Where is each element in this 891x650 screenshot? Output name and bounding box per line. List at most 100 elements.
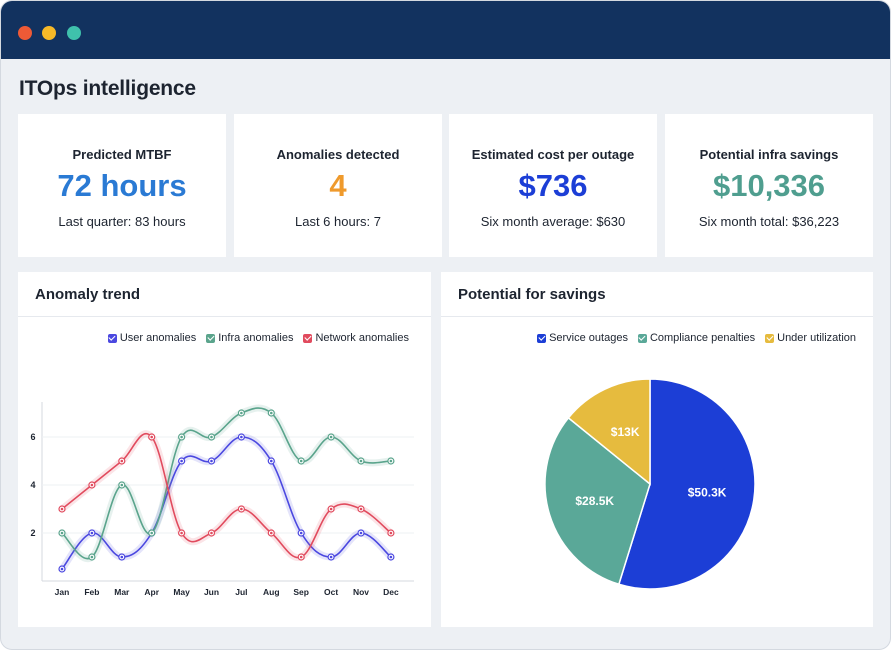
- checkbox-icon: [107, 333, 117, 343]
- data-point-center: [120, 483, 124, 487]
- legend-label: Under utilization: [777, 332, 856, 344]
- anomaly-trend-chart: 2 4 6 Jan Feb Mar Apr May Jun Jul Aug Sep Oct Nov Dec: [30, 402, 414, 597]
- data-point-center: [150, 531, 153, 535]
- x-tick-label: Jun: [204, 587, 219, 597]
- x-tick-label: Nov: [353, 587, 369, 597]
- pie-slice: [544, 416, 651, 586]
- savings-pie-chart: $50.3K $28.5K $13K: [544, 378, 756, 590]
- data-point-center: [210, 531, 213, 535]
- savings-legend: Service outages Compliance penalties Under…: [537, 332, 856, 344]
- data-point-center: [270, 531, 273, 535]
- series-line: [61, 407, 391, 560]
- data-point-center: [389, 531, 393, 535]
- data-point-center: [180, 531, 183, 535]
- panel-title: Anomaly trend: [35, 286, 141, 303]
- kpi-label: Anomalies detected: [276, 147, 400, 162]
- data-point-center: [60, 531, 64, 535]
- x-tick-label: Feb: [84, 587, 99, 597]
- data-point-center: [359, 507, 363, 511]
- data-point-center: [329, 555, 333, 559]
- data-point-center: [389, 555, 393, 559]
- panel-divider: [18, 316, 431, 317]
- legend-label: Infra anomalies: [218, 332, 294, 344]
- x-tick-label: Sep: [293, 587, 309, 597]
- data-point-center: [240, 507, 243, 511]
- data-point-center: [299, 531, 303, 535]
- savings-legend-item[interactable]: Service outages: [537, 332, 628, 344]
- y-tick-label: 2: [30, 528, 35, 538]
- x-tick-label: Dec: [383, 587, 399, 597]
- data-point-center: [240, 435, 243, 439]
- y-tick-label: 6: [30, 432, 35, 442]
- maximize-window-button[interactable]: [67, 26, 81, 40]
- data-point-center: [120, 555, 124, 559]
- kpi-card-mtbf: Predicted MTBF 72 hours Last quarter: 83…: [18, 114, 226, 257]
- pie-slice: [617, 378, 756, 590]
- savings-panel: Potential for savings Service outages Com…: [441, 272, 873, 627]
- legend-label: Service outages: [549, 332, 628, 344]
- kpi-subtext: Last 6 hours: 7: [295, 214, 381, 229]
- page-title: ITOps intelligence: [19, 77, 196, 100]
- data-point-center: [210, 435, 213, 439]
- pie-slice-label: $28.5K: [575, 494, 614, 508]
- panel-divider: [441, 316, 873, 317]
- x-tick-label: May: [173, 587, 190, 597]
- x-tick-label: Aug: [263, 587, 280, 597]
- data-point-center: [90, 555, 94, 559]
- data-point-center: [150, 435, 153, 439]
- pie-slice-label: $13K: [611, 425, 640, 439]
- data-point-center: [210, 459, 213, 463]
- savings-legend-item[interactable]: Under utilization: [765, 332, 856, 344]
- data-point-center: [270, 411, 273, 415]
- legend-label: User anomalies: [119, 332, 197, 344]
- kpi-subtext: Last quarter: 83 hours: [58, 214, 186, 229]
- minimize-window-button[interactable]: [42, 26, 56, 40]
- checkbox-icon: [206, 333, 216, 343]
- legend-label: Compliance penalties: [649, 332, 756, 344]
- x-tick-label: Oct: [324, 587, 338, 597]
- kpi-subtext: Six month total: $36,223: [698, 214, 840, 229]
- checkbox-icon: [637, 333, 647, 343]
- data-point-center: [389, 459, 393, 463]
- data-point-center: [120, 459, 124, 463]
- kpi-value: $736: [518, 168, 588, 203]
- trend-legend-item[interactable]: Network anomalies: [303, 332, 409, 344]
- data-point-center: [299, 555, 303, 559]
- savings-legend-item[interactable]: Compliance penalties: [637, 332, 756, 344]
- data-point-center: [90, 483, 94, 487]
- close-window-button[interactable]: [18, 26, 32, 40]
- checkbox-icon: [303, 333, 313, 343]
- kpi-label: Estimated cost per outage: [471, 147, 635, 162]
- trend-legend-item[interactable]: User anomalies: [107, 332, 197, 344]
- data-point-center: [359, 531, 363, 535]
- checkbox-icon: [537, 333, 547, 343]
- kpi-value: $10,336: [712, 168, 826, 203]
- series-glow: [59, 404, 392, 563]
- kpi-value: 4: [329, 168, 347, 203]
- pie-slice: [567, 378, 651, 486]
- data-point-center: [180, 435, 183, 439]
- panel-title: Potential for savings: [458, 286, 606, 303]
- data-point-center: [270, 459, 273, 463]
- x-tick-label: Jul: [235, 587, 247, 597]
- window-titlebar: [1, 1, 890, 59]
- x-tick-label: Mar: [114, 587, 130, 597]
- trend-legend-item[interactable]: Infra anomalies: [206, 332, 293, 344]
- data-point-center: [240, 411, 243, 415]
- kpi-value: 72 hours: [57, 168, 187, 203]
- kpi-label: Potential infra savings: [699, 147, 839, 162]
- checkbox-icon: [765, 333, 775, 343]
- data-point-center: [359, 459, 363, 463]
- trend-legend: User anomalies Infra anomalies Network ano…: [107, 332, 409, 344]
- kpi-label: Predicted MTBF: [72, 147, 172, 162]
- x-tick-label: Apr: [144, 587, 159, 597]
- kpi-card-savings: Potential infra savings $10,336 Six mont…: [665, 114, 873, 257]
- data-point-center: [60, 567, 64, 571]
- y-tick-label: 4: [30, 480, 35, 490]
- kpi-card-cost: Estimated cost per outage $736 Six month…: [449, 114, 657, 257]
- data-point-center: [329, 507, 333, 511]
- kpi-subtext: Six month average: $630: [480, 214, 626, 229]
- data-point-center: [180, 459, 183, 463]
- anomaly-trend-panel: Anomaly trend User anomalies Infra anomal…: [18, 272, 431, 627]
